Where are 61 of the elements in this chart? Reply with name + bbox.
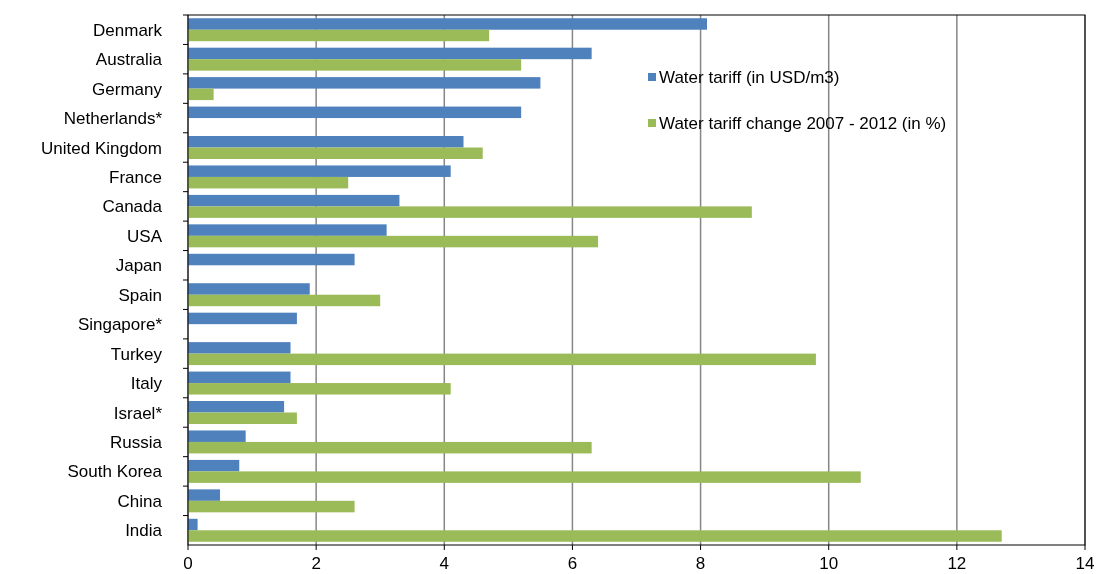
y-tick-label: United Kingdom (41, 138, 162, 158)
y-tick-label: Italy (130, 374, 163, 394)
x-tick-label: 2 (311, 554, 321, 573)
x-tick-label: 8 (695, 554, 706, 573)
bar (188, 253, 355, 266)
bar (188, 371, 291, 384)
y-tick-label: China (117, 491, 163, 511)
x-tick-label: 10 (819, 554, 839, 573)
y-tick-label: Singapore* (77, 315, 163, 335)
y-tick-label: India (125, 521, 163, 541)
y-tick-label: Turkey (110, 344, 163, 364)
bar (188, 59, 522, 71)
x-tick-label: 4 (439, 554, 450, 573)
bar (188, 518, 198, 531)
bar (188, 165, 451, 177)
bar (188, 489, 221, 501)
bar (188, 500, 355, 513)
bar (188, 194, 400, 207)
y-tick-label: Japan (115, 256, 162, 276)
x-tick-label: 0 (183, 554, 193, 573)
bar (188, 459, 240, 472)
x-tick-label: 6 (567, 554, 578, 573)
legend-label: Water tariff (in USD/m3) (659, 68, 840, 87)
bar (188, 88, 214, 101)
y-tick-label: Spain (118, 285, 162, 305)
y-tick-label: Denmark (93, 20, 163, 40)
bar (188, 47, 592, 60)
bar (188, 136, 464, 148)
bar (188, 353, 816, 366)
bar (188, 530, 1002, 542)
x-tick-label: 12 (947, 554, 967, 573)
bar (188, 77, 541, 89)
bar (188, 18, 707, 30)
bar (188, 106, 522, 119)
y-tick-label: Canada (102, 197, 163, 217)
bar (188, 29, 490, 42)
legend-label: Water tariff change 2007 - 2012 (in %) (659, 114, 947, 133)
bar (188, 430, 246, 442)
y-tick-label: Netherlands* (63, 109, 163, 129)
bar (188, 283, 310, 295)
bar (188, 176, 349, 189)
bar (188, 383, 451, 395)
y-tick-label: Russia (110, 432, 163, 452)
bar (188, 206, 752, 218)
y-tick-label: France (109, 167, 162, 187)
bar (188, 412, 297, 424)
bar (188, 401, 285, 413)
bar (188, 224, 387, 236)
bar (188, 294, 381, 307)
bar (188, 471, 861, 483)
bar (188, 441, 592, 454)
x-tick-label: 14 (1075, 554, 1095, 573)
y-tick-label: Germany (92, 79, 163, 99)
y-tick-label: Israel* (113, 403, 163, 423)
bar (188, 147, 483, 159)
bar (188, 312, 297, 325)
y-tick-label: Australia (95, 50, 163, 70)
bar (188, 235, 599, 248)
bar (188, 342, 291, 354)
y-tick-label: South Korea (67, 462, 163, 482)
y-tick-label: USA (127, 226, 163, 246)
